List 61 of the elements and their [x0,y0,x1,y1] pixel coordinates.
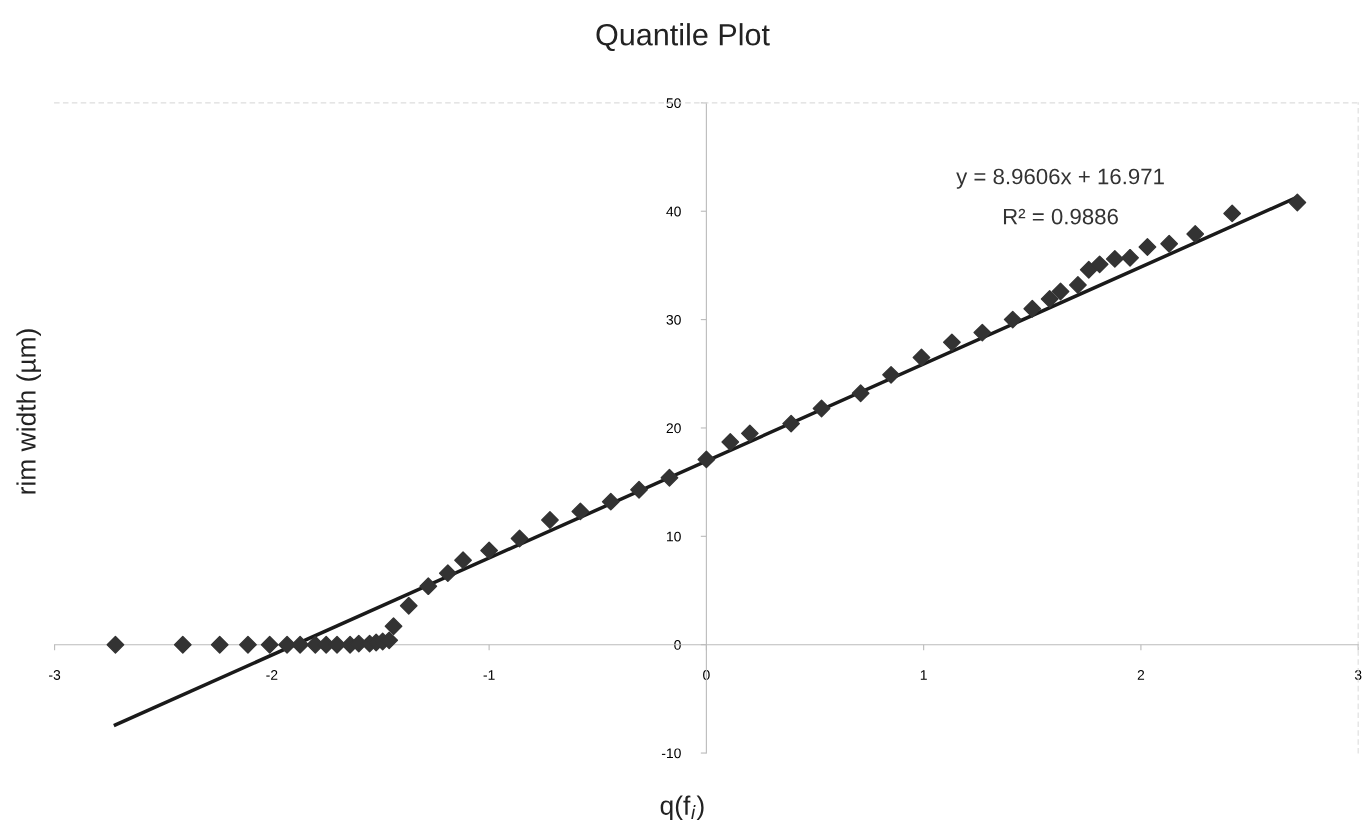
point [173,635,192,654]
point [882,365,900,384]
chart-title: Quantile Plot [596,23,770,52]
point [1160,234,1179,253]
point [1051,282,1070,301]
point [912,348,931,367]
annotation: R² = 0.9886 [1003,208,1118,225]
point [438,564,457,583]
point [571,502,590,521]
point [1068,276,1087,294]
y-tick-label: 0 [674,640,681,650]
point [851,384,870,403]
point [740,424,759,443]
point [1090,255,1109,274]
point [942,333,961,352]
point [210,635,229,654]
point [1288,193,1307,212]
y-tick-label: 10 [667,531,681,542]
y-tick-label: 20 [666,423,681,434]
point [1223,204,1242,223]
point [973,323,992,342]
x-tick-label: -2 [266,670,278,680]
point [106,635,125,654]
point [721,433,740,451]
point [1003,310,1022,329]
point [1138,238,1157,256]
point [1079,260,1098,279]
point [1186,225,1205,243]
point [260,635,279,654]
y-tick-label: 30 [666,314,681,325]
point [454,551,472,570]
point [384,617,403,636]
point [660,468,679,487]
point [541,511,559,529]
x-axis-title: q(f$_{i}$) [660,795,704,821]
point [697,450,716,469]
point [1040,290,1059,308]
x-tick-label: -1 [483,670,495,680]
y-tick-label: 40 [666,206,681,217]
y-tick-label: 50 [666,98,681,109]
point [239,635,257,654]
x-tick-label: 2 [1137,670,1145,680]
point [480,541,499,560]
point [1121,248,1139,267]
point [1023,299,1042,318]
point [399,596,418,615]
point [419,577,438,596]
y-axis-title: rim width (µm) [16,329,41,494]
point [510,529,529,548]
point [291,635,310,654]
point [630,480,648,499]
annotation: y = 8.9606x + 16.971 [956,168,1164,189]
point [1105,250,1124,268]
x-tick-label: 0 [703,670,710,680]
point [601,492,620,511]
x-tick-label: 1 [920,670,927,680]
x-tick-label: 3 [1354,670,1362,680]
y-tick-label: -10 [661,748,681,759]
point [812,399,831,418]
point [782,414,801,433]
x-tick-label: -3 [49,670,61,680]
